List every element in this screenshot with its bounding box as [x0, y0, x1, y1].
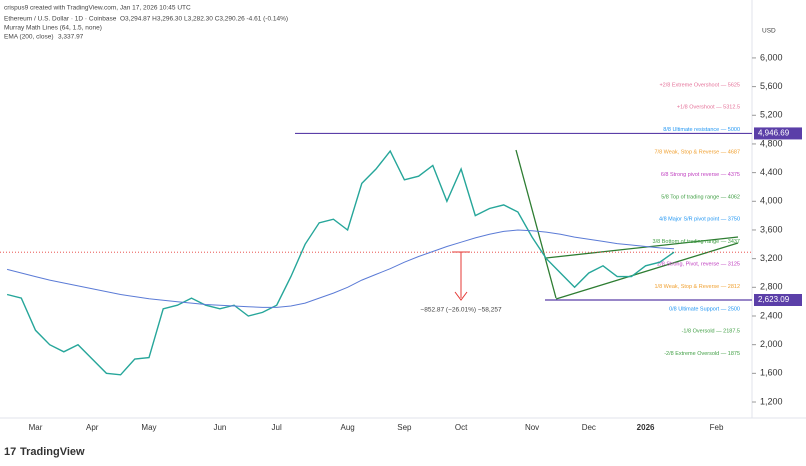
y-tick-label: 4,000: [760, 196, 783, 206]
logo-mark: 17: [4, 446, 16, 458]
level-tag: [754, 293, 802, 306]
x-tick-label: Dec: [582, 423, 596, 432]
murray-label: 8/8 Ultimate resistance — 5000: [663, 127, 740, 133]
x-tick-label: Aug: [341, 423, 355, 432]
level-label: 4,946.69: [758, 129, 790, 138]
murray-label: 6/8 Strong pivot reverse — 4375: [661, 172, 740, 178]
murray-label: 3/8 Bottom of trading range — 3437: [653, 239, 740, 245]
murray-label: +2/8 Extreme Overshoot — 5625: [659, 82, 740, 88]
x-tick-label: Feb: [710, 423, 724, 432]
indicator: Murray Math Lines (64, 1.5, none): [4, 25, 102, 32]
x-tick-label: Sep: [397, 423, 412, 432]
measure-arrow: [454, 291, 468, 301]
symbol: Ethereum / U.S. Dollar · 1D · Coinbase: [4, 16, 117, 23]
wedge-line: [545, 236, 739, 259]
indicator: EMA (200, close): [4, 34, 54, 41]
x-tick-label: Jun: [213, 423, 226, 432]
y-tick-label: 2,400: [760, 310, 783, 320]
murray-label: 5/8 Top of trading range — 4062: [661, 194, 740, 200]
currency: USD: [762, 28, 776, 35]
y-tick-label: 5,600: [760, 81, 783, 91]
series-line: [6, 229, 675, 308]
murray-label: -1/8 Oversold — 2187.5: [682, 329, 740, 335]
x-tick-label: May: [141, 423, 156, 432]
y-tick-label: 5,200: [760, 110, 783, 120]
murray-label: 1/8 Weak, Stop & Reverse — 2812: [655, 284, 741, 290]
murray-label: 0/8 Ultimate Support — 2500: [669, 306, 740, 312]
y-tick-label: 2,800: [760, 282, 783, 292]
y-tick-label: 1,200: [760, 396, 783, 406]
x-tick-label: 2026: [637, 423, 655, 432]
murray-label: 7/8 Weak, Stop & Reverse — 4687: [655, 149, 741, 155]
murray-label: -2/8 Extreme Oversold — 1875: [664, 351, 740, 357]
level-tag: [754, 127, 802, 140]
credit: crispus9 created with TradingView.com, J…: [4, 5, 191, 12]
wedge-line: [555, 242, 739, 300]
murray-label: +1/8 Overshoot — 5312.5: [677, 105, 740, 111]
series-line: [6, 149, 675, 376]
y-tick-label: 4,400: [760, 167, 783, 177]
murray-label: 4/8 Major S/R pivot point — 3750: [659, 217, 740, 223]
x-tick-label: Nov: [525, 423, 539, 432]
trend-line: [515, 149, 557, 299]
y-tick-label: 2,000: [760, 339, 783, 349]
x-tick-label: Oct: [455, 423, 468, 432]
measure-label: −852.87 (−26.01%) −58,257: [420, 307, 502, 314]
indicator-value: 3,337.97: [58, 34, 84, 41]
murray-label: 2/8 Strong, Pivot, reverse — 3125: [657, 261, 740, 267]
level-label: 2,623.09: [758, 295, 790, 304]
y-tick-label: 4,800: [760, 138, 783, 148]
y-tick-label: 1,600: [760, 368, 783, 378]
y-tick-label: 3,600: [760, 224, 783, 234]
logo: TradingView: [20, 446, 85, 458]
ohlc: O3,294.87 H3,296.30 L3,282.30 C3,290.26 …: [120, 16, 288, 23]
x-tick-label: Jul: [272, 423, 282, 432]
x-tick-label: Apr: [86, 423, 99, 432]
y-tick-label: 3,200: [760, 253, 783, 263]
x-tick-label: Mar: [29, 423, 43, 432]
y-tick-label: 6,000: [760, 52, 783, 62]
